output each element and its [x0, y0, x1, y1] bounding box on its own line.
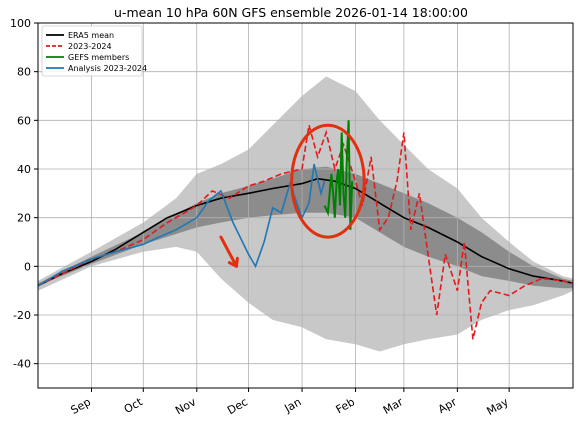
x-tick-label: Jan: [281, 395, 303, 415]
grid: [38, 22, 573, 388]
x-tick-label: Nov: [173, 395, 199, 417]
legend-box: [41, 25, 143, 77]
legend-label: ERA5 mean: [68, 31, 114, 40]
y-tick-label: -40: [13, 358, 31, 371]
y-axis: -40 -20 0 20 40 60 80 100: [10, 17, 38, 371]
x-tick-label: Feb: [334, 395, 357, 416]
annotation-circle: [290, 123, 366, 239]
bands: [38, 76, 573, 352]
y-tick-label: 40: [17, 163, 31, 176]
x-tick-label: Apr: [436, 395, 459, 416]
y-tick-label: 60: [17, 114, 31, 127]
x-tick-label: Dec: [225, 395, 250, 417]
legend-label: GEFS members: [68, 53, 129, 62]
x-tick-label: May: [484, 395, 511, 418]
y-tick-label: 20: [17, 212, 31, 225]
chart-title: u-mean 10 hPa 60N GFS ensemble 2026-01-1…: [114, 5, 468, 20]
legend-label: Analysis 2023-2024: [68, 64, 147, 73]
y-tick-label: 80: [17, 66, 31, 79]
x-tick-label: Oct: [122, 395, 146, 416]
band-min-max: [38, 76, 573, 352]
series-line: [37, 163, 326, 287]
y-tick-label: 100: [10, 17, 31, 30]
x-tick-label: Sep: [69, 395, 93, 417]
annotation-arrow: [219, 235, 238, 268]
y-tick-label: -20: [13, 309, 31, 322]
series-line: [37, 124, 574, 340]
annotations: [219, 123, 366, 268]
x-axis: Sep Oct Nov Dec Jan Feb Mar Apr May: [69, 388, 511, 418]
plot-frame: [37, 22, 574, 389]
legend-label: 2023-2024: [68, 42, 112, 51]
x-tick-label: Mar: [381, 395, 406, 417]
band-percentile: [38, 166, 573, 289]
annotation-arrowhead: [227, 256, 239, 268]
y-tick-label: 0: [24, 260, 31, 273]
legend: ERA5 mean 2023-2024 GEFS members Analysis 2…: [41, 25, 147, 77]
